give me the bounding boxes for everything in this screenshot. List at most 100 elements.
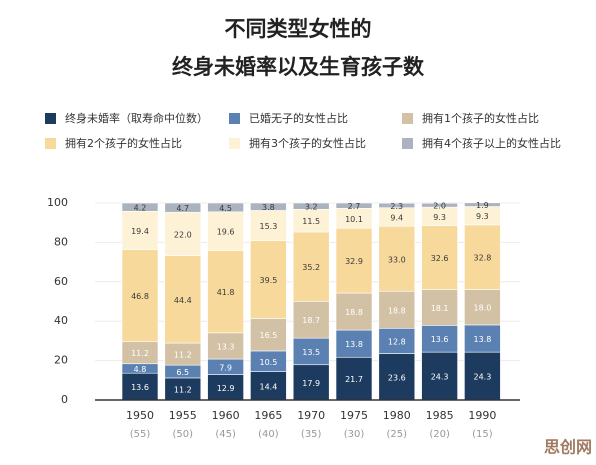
value-label: 12.9 <box>217 384 235 393</box>
bar-segment <box>207 332 244 360</box>
bar-segment <box>378 225 416 292</box>
value-label: 24.3 <box>473 373 491 382</box>
value-label: 46.8 <box>131 292 149 301</box>
value-label: 3.8 <box>262 203 275 212</box>
x-tick-label: 1960 <box>212 409 240 422</box>
value-label: 18.8 <box>345 308 363 317</box>
value-label: 18.0 <box>473 304 491 313</box>
value-label: 2.0 <box>433 202 446 211</box>
value-label: 32.8 <box>473 254 491 263</box>
value-label: 2.7 <box>348 202 361 211</box>
bar-segment <box>250 202 287 211</box>
x-tick-sublabel: (35) <box>301 429 322 440</box>
bar-segment <box>207 250 244 334</box>
legend-label: 拥有2个孩子的女性占比 <box>65 136 182 150</box>
bar-segment <box>250 210 287 241</box>
legend-swatch <box>402 113 413 124</box>
x-tick-sublabel: (15) <box>472 429 493 440</box>
value-label: 11.2 <box>174 351 192 360</box>
chart-title: 终身未婚率以及生育孩子数 <box>172 55 425 79</box>
x-tick-sublabel: (25) <box>387 429 408 440</box>
value-label: 11.2 <box>131 349 149 358</box>
legend-swatch <box>402 138 413 149</box>
y-tick-label: 20 <box>54 354 68 367</box>
bar-segment <box>121 202 159 212</box>
legend-label: 终身未婚率（取寿命中位数） <box>65 111 208 125</box>
bar-segment <box>335 227 373 294</box>
value-label: 21.7 <box>345 375 363 384</box>
bar-segment <box>464 351 501 401</box>
value-label: 18.7 <box>302 316 320 325</box>
bar-segment <box>335 356 373 401</box>
bar-segment <box>292 202 330 210</box>
bar-segment <box>250 240 287 319</box>
y-tick-label: 0 <box>61 393 68 406</box>
x-tick-label: 1990 <box>468 409 496 422</box>
bar-segment <box>421 289 458 326</box>
value-label: 44.4 <box>174 296 192 305</box>
bar-segment <box>250 371 287 401</box>
x-tick-sublabel: (55) <box>130 429 151 440</box>
value-label: 4.7 <box>176 204 189 213</box>
value-label: 14.4 <box>259 382 277 391</box>
bar-segment <box>421 325 458 353</box>
value-label: 39.5 <box>259 276 277 285</box>
value-label: 10.5 <box>259 358 277 367</box>
value-label: 13.8 <box>345 340 363 349</box>
legend-label: 拥有1个孩子的女性占比 <box>422 111 539 125</box>
x-tick-label: 1950 <box>126 409 154 422</box>
bar-segment <box>207 374 244 401</box>
x-tick-sublabel: (40) <box>258 429 279 440</box>
value-label: 7.9 <box>219 363 232 372</box>
value-label: 2.3 <box>390 202 403 211</box>
bar-segment <box>292 364 330 401</box>
value-label: 9.4 <box>390 213 403 222</box>
value-label: 11.2 <box>174 385 192 394</box>
x-tick-label: 1985 <box>426 409 454 422</box>
value-label: 4.8 <box>134 365 147 374</box>
value-label: 32.6 <box>431 254 449 263</box>
bar-segment <box>464 324 501 353</box>
x-tick-label: 1975 <box>340 409 368 422</box>
bar-segment <box>164 211 202 256</box>
bar-segment <box>421 225 458 290</box>
legend-label: 拥有3个孩子的女性占比 <box>249 136 366 150</box>
y-tick-label: 100 <box>47 196 68 209</box>
bar-segment <box>378 327 416 354</box>
bar-segment <box>464 202 501 207</box>
bar-segment <box>378 202 416 209</box>
chart-title: 不同类型女性的 <box>225 17 372 41</box>
value-label: 41.8 <box>217 288 235 297</box>
value-label: 19.6 <box>217 228 235 237</box>
value-label: 11.5 <box>302 217 320 226</box>
value-label: 13.5 <box>302 348 320 357</box>
y-tick-label: 60 <box>54 275 68 288</box>
bar-segment <box>164 255 202 344</box>
legend-swatch <box>229 113 240 124</box>
legend-label: 已婚无子的女性占比 <box>249 111 348 125</box>
value-label: 12.8 <box>388 337 406 346</box>
bar-segment <box>335 292 373 331</box>
x-tick-label: 1980 <box>383 409 411 422</box>
value-label: 9.3 <box>476 212 489 221</box>
x-tick-sublabel: (45) <box>215 429 236 440</box>
bar-segment <box>378 353 416 401</box>
value-label: 13.8 <box>473 335 491 344</box>
value-label: 33.0 <box>388 255 406 264</box>
value-label: 19.4 <box>131 227 149 236</box>
bar-segment <box>464 224 501 290</box>
value-label: 10.1 <box>345 215 363 224</box>
x-tick-label: 1955 <box>169 409 197 422</box>
bar-segment <box>250 318 287 352</box>
value-label: 4.2 <box>134 204 147 213</box>
value-label: 22.0 <box>174 230 192 239</box>
value-label: 13.6 <box>131 383 149 392</box>
value-label: 23.6 <box>388 373 406 382</box>
bar-segment <box>378 290 416 329</box>
value-label: 18.8 <box>388 306 406 315</box>
bar-segment <box>464 289 501 326</box>
value-label: 17.9 <box>302 379 320 388</box>
value-label: 9.3 <box>433 213 446 222</box>
legend-swatch <box>45 138 56 149</box>
